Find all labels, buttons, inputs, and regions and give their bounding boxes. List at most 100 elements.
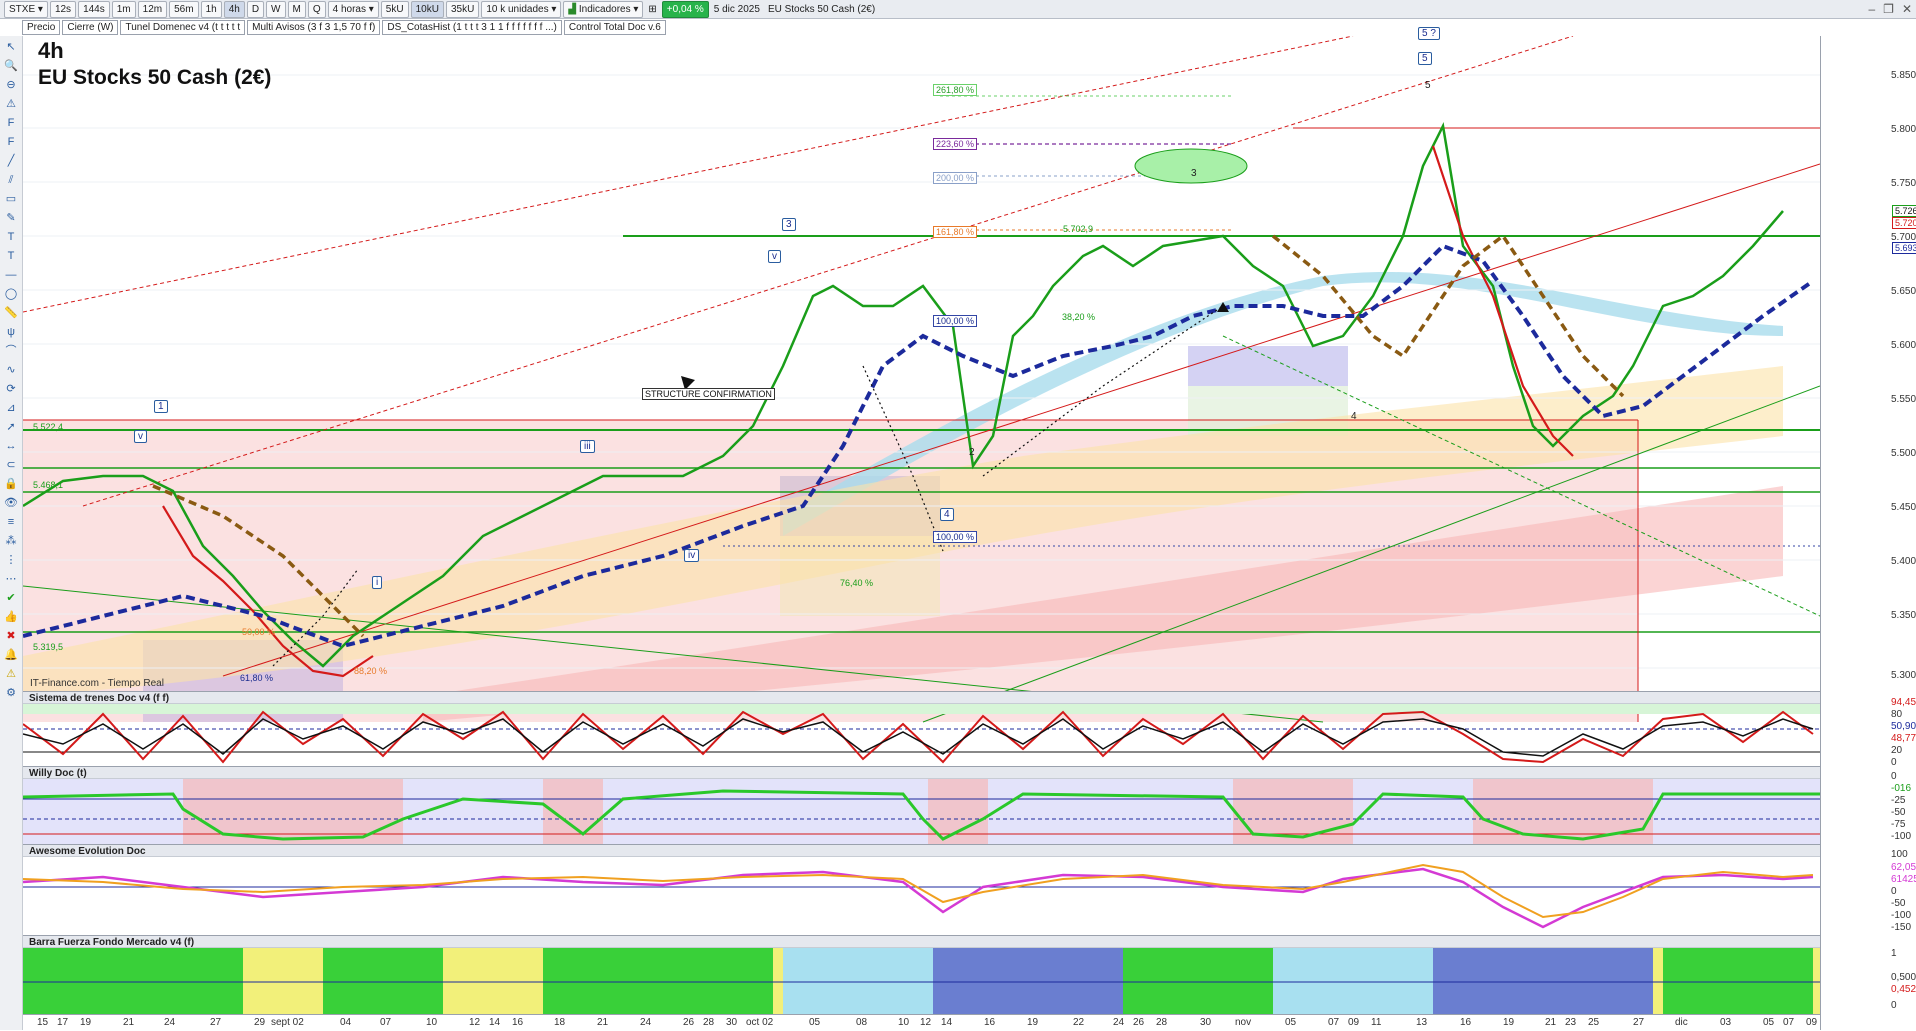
price-axis[interactable] xyxy=(1820,36,1916,1030)
arc-icon[interactable]: ⌒ xyxy=(5,345,17,357)
text-box-icon[interactable]: T xyxy=(7,250,15,262)
time-tick: 10 xyxy=(898,1017,910,1028)
chart-instrument-title: EU Stocks 50 Cash (2€) xyxy=(38,66,272,89)
restore-icon[interactable]: ❐ xyxy=(1883,2,1894,16)
timeframe-56m-button[interactable]: 56m xyxy=(169,0,199,18)
time-tick: 28 xyxy=(1156,1017,1168,1028)
alert-icon[interactable]: ⚠ xyxy=(6,98,16,110)
magnet-icon[interactable]: ⊂ xyxy=(6,459,16,471)
indicators-icon: ▟ xyxy=(568,3,577,15)
panel-axis-label: 80 xyxy=(1891,709,1903,720)
price-chart[interactable] xyxy=(23,36,1820,1014)
indicator-chip[interactable]: Multi Avisos (3 f 3 1,5 70 f f) xyxy=(247,20,381,35)
delete-icon[interactable]: ✖ xyxy=(6,630,16,642)
panel-axis-label: -25 xyxy=(1891,795,1906,806)
time-tick: oct 02 xyxy=(746,1017,774,1028)
cycle-icon[interactable]: ⟳ xyxy=(6,383,16,395)
text-icon[interactable]: T xyxy=(7,231,15,243)
price-tick: 5.300 xyxy=(1891,670,1916,681)
timeframe-dropdown[interactable]: 4 horas ▾ xyxy=(327,0,379,18)
timeframe-w-button[interactable]: W xyxy=(266,0,286,18)
zoom-out-icon[interactable]: ⊖ xyxy=(6,79,16,91)
zoom-icon[interactable]: 🔍 xyxy=(4,60,18,72)
check-icon[interactable]: ✔ xyxy=(6,592,16,604)
thumb-up-icon[interactable]: 👍 xyxy=(4,611,18,623)
pitchfork-icon[interactable]: ψ xyxy=(7,326,15,338)
wave-label: 5 ? xyxy=(1418,27,1440,40)
fibonacci-icon[interactable]: F xyxy=(7,117,15,129)
minimize-icon[interactable]: – xyxy=(1868,2,1876,16)
panel-axis-label: 0,4526 xyxy=(1891,984,1916,995)
warning-icon[interactable]: ⚠ xyxy=(6,668,16,680)
indicators-button[interactable]: ▟ Indicadores ▾ xyxy=(563,0,644,18)
panel-header-willy[interactable]: Willy Doc (t) xyxy=(23,766,1820,779)
fib-extension-icon[interactable]: F xyxy=(7,136,15,148)
wave-label: 3 xyxy=(782,218,796,231)
timeframe-4h-button[interactable]: 4h xyxy=(223,0,245,18)
gann-icon[interactable]: ⊿ xyxy=(6,402,16,414)
drawing-toolbar: ↖ 🔍 ⊖ ⚠ F F ╱ ⫽ ▭ ✎ T T — ◯ 📏 ψ ⌒ ∿ ⟳ ⊿ … xyxy=(0,36,23,1030)
panel-axis-label: -75 xyxy=(1891,819,1906,830)
fib-label: 223,60 % xyxy=(933,138,978,150)
window-controls: – ❐ ✕ xyxy=(1868,2,1912,16)
timeframe-144s-button[interactable]: 144s xyxy=(78,0,110,18)
indicator-chip[interactable]: Cierre (W) xyxy=(62,20,119,35)
fib-label: 76,40 % xyxy=(840,578,874,588)
symbol-selector[interactable]: STXE ▾ xyxy=(4,0,48,18)
time-tick: 26 xyxy=(1133,1017,1145,1028)
measure-icon[interactable]: ↔ xyxy=(5,440,17,452)
timeframe-1h-button[interactable]: 1h xyxy=(200,0,222,18)
time-tick: 13 xyxy=(1416,1017,1428,1028)
ruler-icon[interactable]: 📏 xyxy=(4,307,18,319)
timeframe-12s-button[interactable]: 12s xyxy=(49,0,77,18)
pencil-icon[interactable]: ✎ xyxy=(6,212,16,224)
settings-icon[interactable]: ⚙ xyxy=(6,687,16,699)
ellipse-icon[interactable]: ◯ xyxy=(4,288,18,300)
arrow-icon[interactable]: ➚ xyxy=(6,421,16,433)
panel-axis-label: 0 xyxy=(1891,771,1897,782)
timeframe-12m-button[interactable]: 12m xyxy=(137,0,168,18)
lock-drawings-icon[interactable]: 🔒 xyxy=(4,478,18,490)
fib-label: 88,20 % xyxy=(354,666,388,676)
timeframe-m-button[interactable]: M xyxy=(287,0,306,18)
lock-icon[interactable]: ⊞ xyxy=(648,3,657,15)
cursor-icon[interactable]: ↖ xyxy=(6,41,16,53)
node-icon[interactable]: ⁂ xyxy=(5,535,17,547)
timeframe-d-button[interactable]: D xyxy=(246,0,265,18)
unit-5ku-button[interactable]: 5kU xyxy=(380,0,409,18)
panel-header-trenes[interactable]: Sistema de trenes Doc v4 (f f) xyxy=(23,691,1820,704)
time-tick: 17 xyxy=(57,1017,69,1028)
change-badge: +0,04 % xyxy=(661,0,709,18)
time-tick: 10 xyxy=(426,1017,438,1028)
wave-label: 4 xyxy=(940,508,954,521)
price-tick: 5.350 xyxy=(1891,610,1916,621)
trendline-icon[interactable]: ╱ xyxy=(7,155,15,167)
units-dropdown[interactable]: 10 k unidades ▾ xyxy=(481,0,562,18)
indicator-chip[interactable]: Control Total Doc v.6 xyxy=(563,20,666,35)
panel-header-barra[interactable]: Barra Fuerza Fondo Mercado v4 (f) xyxy=(23,935,1820,948)
eye-icon[interactable]: 👁 xyxy=(4,497,18,509)
panel-header-awesome[interactable]: Awesome Evolution Doc xyxy=(23,844,1820,857)
grid-icon[interactable]: ⋯ xyxy=(5,573,17,585)
indicator-chip[interactable]: Tunel Domenec v4 (t t t t t xyxy=(120,20,246,35)
instrument-description: EU Stocks 50 Cash (2€) xyxy=(767,3,876,15)
rectangle-icon[interactable]: ▭ xyxy=(5,193,17,205)
horizontal-line-icon[interactable]: — xyxy=(5,269,17,281)
grid-icon[interactable]: ⋮ xyxy=(5,554,17,566)
time-axis[interactable]: 15 17 19 21 24 27 29 sept 02 04 07 10 12… xyxy=(23,1014,1820,1031)
time-tick: 09 xyxy=(1348,1017,1360,1028)
unit-35ku-button[interactable]: 35kU xyxy=(445,0,480,18)
bell-icon[interactable]: 🔔 xyxy=(4,649,18,661)
indicator-chip[interactable]: Precio xyxy=(22,20,61,35)
timeframe-1m-button[interactable]: 1m xyxy=(111,0,136,18)
wave-icon[interactable]: ∿ xyxy=(6,364,16,376)
panel-axis-label: 100 xyxy=(1891,849,1908,860)
layers-icon[interactable]: ≡ xyxy=(7,516,15,528)
indicator-chips: Precio Cierre (W) Tunel Domenec v4 (t t … xyxy=(22,20,666,35)
parallel-channel-icon[interactable]: ⫽ xyxy=(8,174,14,186)
close-icon[interactable]: ✕ xyxy=(1901,2,1912,16)
main-toolbar: STXE ▾ 12s 144s 1m 12m 56m 1h 4h D W M Q… xyxy=(0,0,1916,19)
timeframe-q-button[interactable]: Q xyxy=(307,0,326,18)
indicator-chip[interactable]: DS_CotasHist (1 t t t 3 1 1 f f f f f f … xyxy=(382,20,562,35)
unit-10ku-button[interactable]: 10kU xyxy=(410,0,444,18)
